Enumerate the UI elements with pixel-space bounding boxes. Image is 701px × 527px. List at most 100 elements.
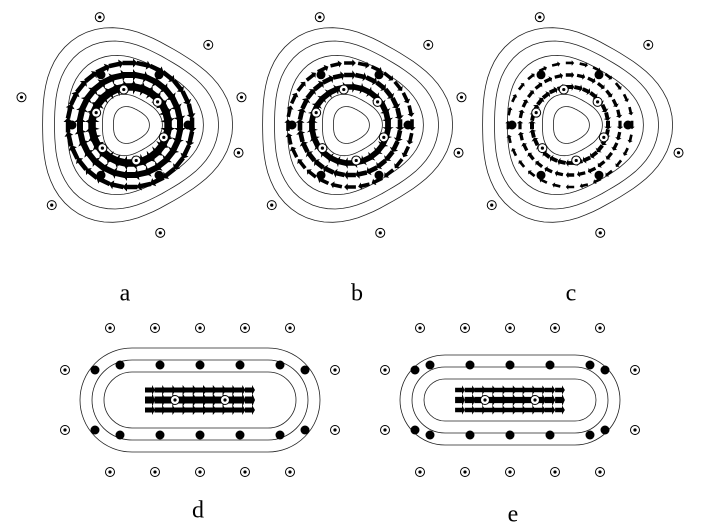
atom-core bbox=[333, 428, 336, 431]
atom bbox=[301, 426, 310, 435]
current-arrow bbox=[358, 62, 370, 69]
atom-core bbox=[162, 136, 165, 139]
atom-core bbox=[677, 151, 680, 154]
atom bbox=[317, 70, 326, 79]
current-arrow bbox=[66, 104, 75, 119]
atom bbox=[276, 431, 285, 440]
current-arrow bbox=[580, 183, 589, 188]
panel-label: b bbox=[351, 281, 363, 307]
current-arrow bbox=[395, 108, 404, 120]
atom-core bbox=[535, 111, 538, 114]
current-arrow bbox=[517, 121, 524, 129]
current-arrow bbox=[534, 385, 545, 394]
current-arrow bbox=[574, 85, 583, 93]
current-arrow bbox=[623, 148, 629, 156]
atom bbox=[426, 431, 435, 440]
current-arrow bbox=[123, 59, 138, 68]
current-arrow bbox=[160, 108, 175, 124]
current-arrow bbox=[390, 140, 400, 152]
current-arrow bbox=[616, 109, 622, 118]
atom-core bbox=[382, 136, 385, 139]
current-arrow bbox=[344, 59, 356, 66]
atom bbox=[586, 361, 595, 370]
atom-core bbox=[156, 100, 159, 103]
current-arrow bbox=[604, 112, 612, 121]
current-arrow bbox=[297, 108, 306, 120]
atom-core bbox=[596, 100, 599, 103]
panel-label: a bbox=[120, 281, 131, 307]
atom-core bbox=[318, 16, 321, 19]
current-arrow bbox=[406, 133, 413, 145]
current-arrow bbox=[465, 405, 476, 414]
current-arrow bbox=[307, 169, 317, 178]
current-arrow bbox=[566, 172, 574, 179]
atom bbox=[375, 70, 384, 79]
current-arrow bbox=[245, 405, 255, 415]
atom bbox=[466, 361, 475, 370]
current-arrow bbox=[76, 158, 88, 171]
current-arrow bbox=[549, 87, 557, 95]
current-arrow bbox=[390, 97, 400, 109]
current-arrow bbox=[75, 81, 87, 94]
current-arrow bbox=[465, 385, 476, 394]
atom-core bbox=[198, 326, 201, 329]
current-arrow bbox=[518, 160, 525, 167]
current-arrow bbox=[566, 60, 574, 65]
atom-core bbox=[198, 470, 201, 473]
current-arrow bbox=[601, 104, 609, 112]
current-arrow bbox=[518, 132, 524, 141]
current-arrow bbox=[65, 132, 74, 147]
atom-core bbox=[153, 470, 156, 473]
current-arrow bbox=[552, 62, 561, 67]
current-arrow bbox=[145, 385, 155, 395]
current-arrow bbox=[566, 184, 574, 189]
current-arrow bbox=[355, 72, 367, 81]
current-arrow bbox=[455, 394, 465, 406]
current-arrow bbox=[536, 98, 544, 106]
current-arrow bbox=[615, 132, 621, 141]
panel-label: e bbox=[508, 502, 519, 527]
current-arrow bbox=[465, 394, 476, 406]
current-arrow bbox=[518, 110, 524, 119]
atom bbox=[411, 366, 420, 375]
atom-core bbox=[533, 398, 536, 401]
current-arrow bbox=[235, 405, 246, 415]
current-arrow bbox=[333, 169, 345, 178]
atom-core bbox=[562, 88, 565, 91]
current-arrow bbox=[290, 93, 298, 104]
atom bbox=[595, 70, 604, 79]
current-arrow bbox=[187, 103, 196, 118]
current-arrow bbox=[521, 143, 528, 151]
atom bbox=[97, 70, 106, 79]
atom-core bbox=[240, 96, 243, 99]
current-arrow bbox=[382, 110, 393, 122]
current-arrow bbox=[555, 170, 564, 176]
current-arrow bbox=[455, 385, 465, 394]
atom-core bbox=[50, 204, 53, 207]
current-arrow bbox=[300, 98, 310, 110]
atom bbox=[196, 431, 205, 440]
current-arrow bbox=[155, 393, 166, 407]
atom-core bbox=[355, 159, 358, 162]
atom-core bbox=[463, 326, 466, 329]
atom-core bbox=[418, 470, 421, 473]
current-arrow bbox=[528, 121, 536, 129]
current-arrow bbox=[511, 148, 517, 156]
atom-core bbox=[598, 470, 601, 473]
current-arrow bbox=[161, 70, 174, 82]
atom-core bbox=[270, 204, 273, 207]
current-arrow bbox=[224, 385, 236, 395]
atom bbox=[546, 431, 555, 440]
current-arrow bbox=[181, 90, 192, 105]
atom bbox=[586, 431, 595, 440]
current-arrow bbox=[109, 180, 124, 189]
atom bbox=[97, 171, 106, 180]
atom bbox=[411, 426, 420, 435]
current-arrow bbox=[617, 121, 624, 129]
current-arrow bbox=[524, 405, 536, 414]
current-arrow bbox=[545, 385, 556, 394]
current-arrow bbox=[627, 134, 632, 143]
current-arrow bbox=[181, 144, 192, 159]
current-arrow bbox=[557, 158, 566, 166]
current-arrow bbox=[245, 393, 255, 407]
